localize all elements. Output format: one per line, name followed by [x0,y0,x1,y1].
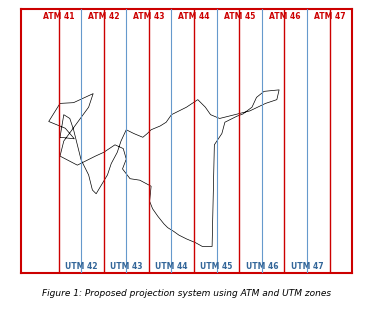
Text: ATM 41: ATM 41 [43,11,74,20]
Text: ATM 44: ATM 44 [178,11,210,20]
Text: ATM 43: ATM 43 [133,11,164,20]
Text: UTM 45: UTM 45 [200,262,233,271]
Text: ATM 45: ATM 45 [223,11,255,20]
Text: ATM 42: ATM 42 [88,11,119,20]
Text: UTM 44: UTM 44 [155,262,188,271]
Text: Figure 1: Proposed projection system using ATM and UTM zones: Figure 1: Proposed projection system usi… [42,289,331,298]
Text: ATM 46: ATM 46 [269,11,300,20]
Text: UTM 47: UTM 47 [291,262,323,271]
Text: UTM 46: UTM 46 [245,262,278,271]
Text: UTM 43: UTM 43 [110,262,142,271]
Text: UTM 42: UTM 42 [65,262,97,271]
Text: ATM 47: ATM 47 [314,11,345,20]
